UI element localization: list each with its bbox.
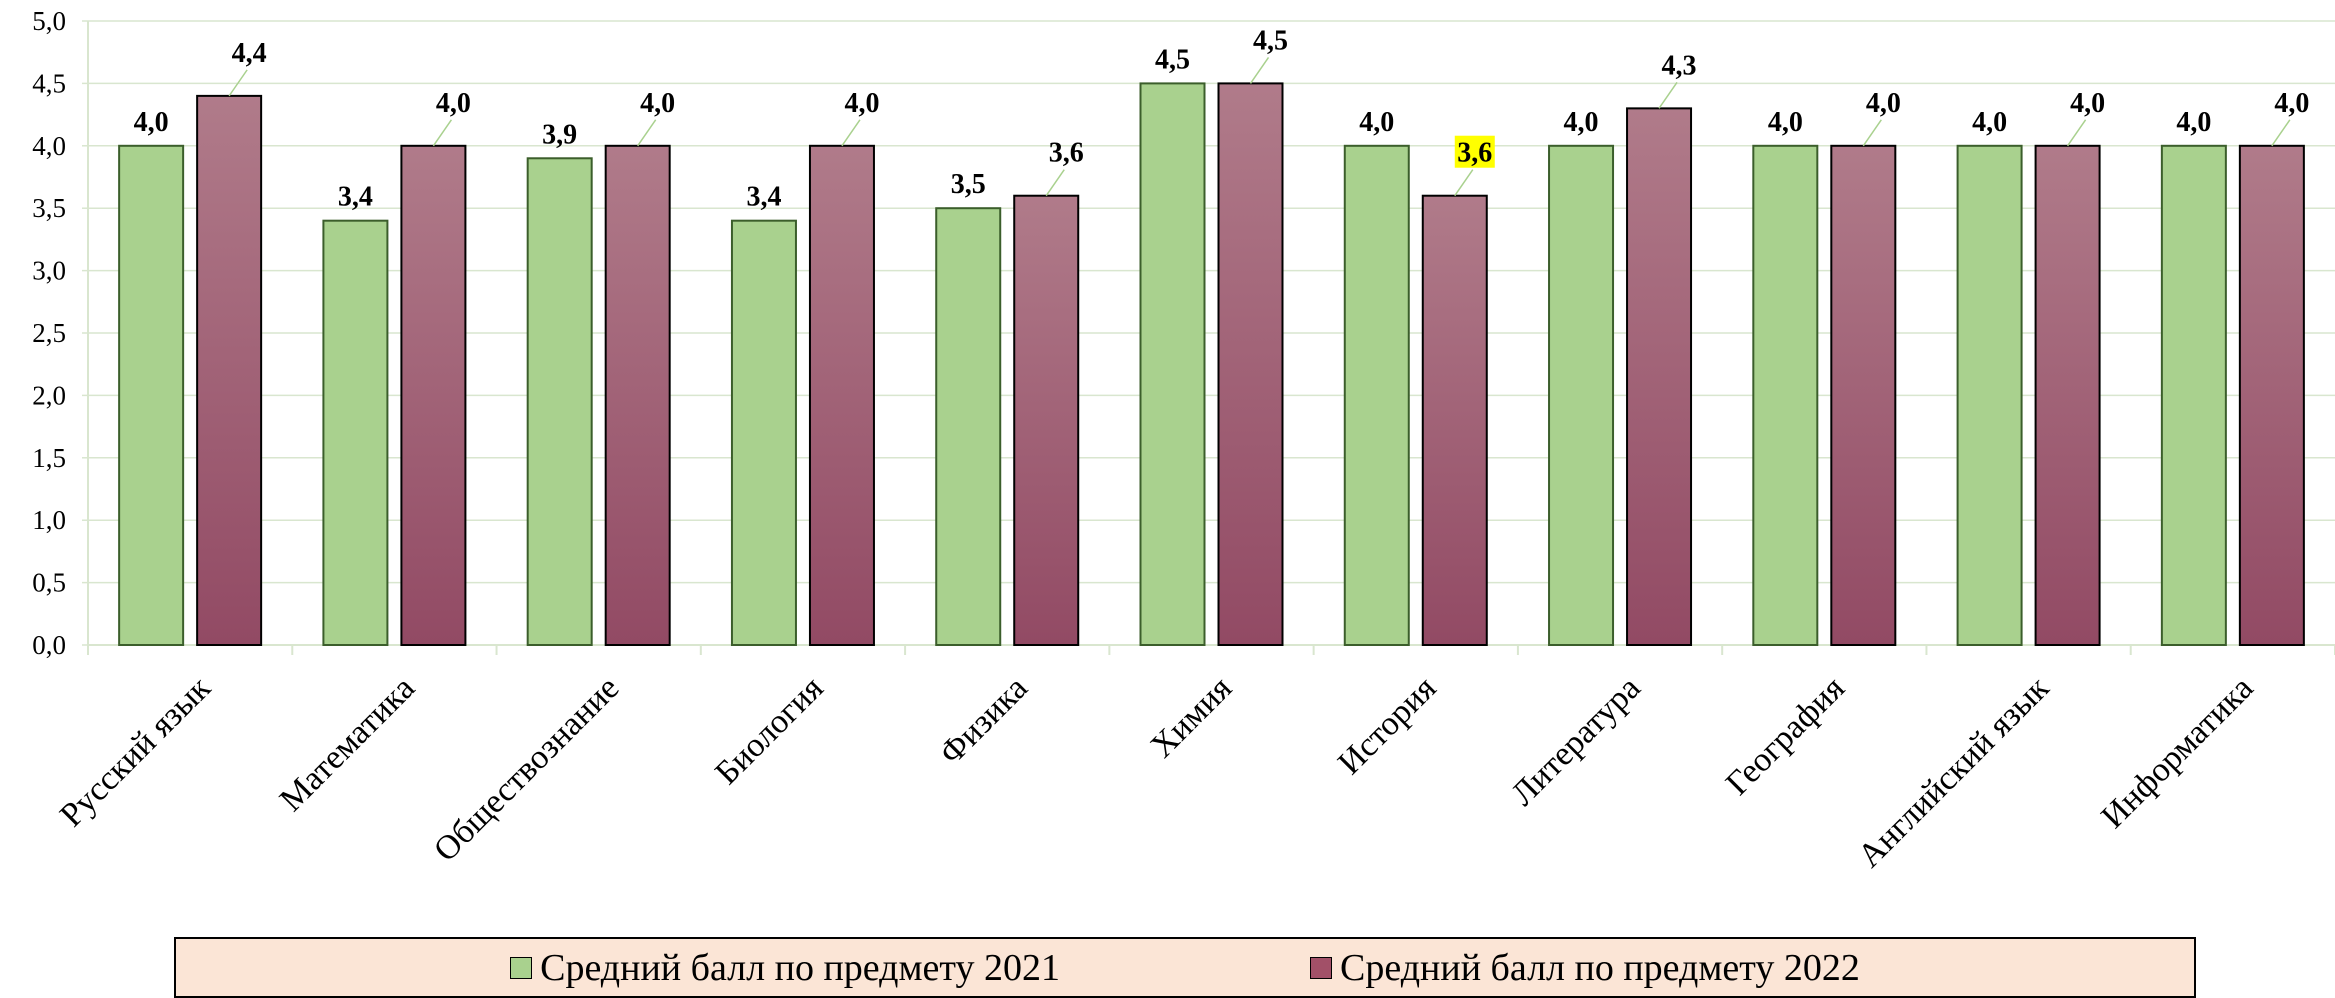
category-label: География bbox=[1719, 669, 1852, 802]
y-tick-label: 0,0 bbox=[32, 630, 66, 660]
legend: Средний балл по предмету 2021 Средний ба… bbox=[174, 937, 2196, 998]
bar-2022 bbox=[604, 144, 671, 647]
data-label-2022: 4,4 bbox=[232, 38, 267, 69]
legend-label-2022: Средний балл по предмету 2022 bbox=[1340, 946, 1860, 989]
legend-label-2021: Средний балл по предмету 2021 bbox=[540, 946, 1060, 989]
label-leader-line bbox=[1045, 169, 1065, 197]
bar-2021 bbox=[322, 219, 389, 646]
bar-2022 bbox=[1013, 194, 1080, 646]
label-leader-line bbox=[432, 119, 453, 147]
y-tick-label: 1,0 bbox=[32, 505, 66, 535]
category-label: Биология bbox=[708, 669, 831, 792]
label-leader-line bbox=[228, 69, 248, 97]
category-label: Английский язык bbox=[1851, 669, 2057, 875]
y-tick-label: 4,5 bbox=[32, 68, 66, 98]
bar-2021 bbox=[118, 144, 185, 647]
data-label-2021: 3,4 bbox=[338, 182, 373, 213]
data-label-2022: 3,6 bbox=[1457, 138, 1492, 169]
data-label-2022: 4,3 bbox=[1662, 50, 1697, 81]
category-label: Математика bbox=[273, 669, 422, 818]
label-leader-line bbox=[1862, 119, 1882, 147]
y-tick-label: 4,0 bbox=[32, 131, 66, 161]
data-label-2022: 4,0 bbox=[640, 88, 675, 119]
data-label-2021: 4,0 bbox=[134, 107, 169, 138]
legend-item-2021: Средний балл по предмету 2021 bbox=[510, 946, 1060, 990]
data-label-2022: 4,0 bbox=[844, 88, 879, 119]
bar-2022 bbox=[1830, 144, 1897, 647]
y-tick-label: 2,0 bbox=[32, 380, 66, 410]
bar-2022 bbox=[2034, 144, 2101, 647]
y-tick-label: 3,5 bbox=[32, 193, 66, 223]
bar-2021 bbox=[1343, 144, 1410, 647]
label-leader-line bbox=[2271, 119, 2291, 147]
data-label-2021: 4,0 bbox=[1564, 107, 1599, 138]
bars bbox=[118, 82, 2305, 647]
data-label-2021: 4,0 bbox=[1359, 107, 1394, 138]
data-label-2021: 4,0 bbox=[1972, 107, 2007, 138]
bar-2022 bbox=[2238, 144, 2305, 647]
y-tick-label: 5,0 bbox=[32, 6, 66, 36]
bar-2022 bbox=[196, 94, 263, 646]
data-label-2022: 3,6 bbox=[1049, 138, 1084, 169]
data-label-2021: 3,4 bbox=[746, 182, 781, 213]
bar-2021 bbox=[1139, 82, 1206, 646]
bar-2022 bbox=[1626, 107, 1693, 647]
label-leader-line bbox=[2066, 119, 2087, 147]
data-label-2022: 4,5 bbox=[1253, 25, 1288, 56]
bar-2022 bbox=[1217, 82, 1284, 646]
category-label: Литература bbox=[1504, 669, 1647, 812]
bar-2021 bbox=[730, 219, 797, 646]
y-tick-label: 2,5 bbox=[32, 318, 66, 348]
axes: 0,0 0,5 1,0 1,5 2,0 2,5 3,0 3,5 4,0 4,5 5,0 bbox=[32, 6, 2335, 660]
data-label-2022: 4,0 bbox=[2274, 88, 2309, 119]
label-leader-line bbox=[637, 119, 657, 147]
bar-chart: 0,0 0,5 1,0 1,5 2,0 2,5 3,0 3,5 4,0 4,5 5,0 4,0 4,4… bbox=[32, 6, 2335, 875]
bar-2022 bbox=[400, 144, 467, 647]
category-label: Информатика bbox=[2094, 669, 2260, 835]
label-highlight bbox=[1454, 135, 1495, 168]
label-leader-line bbox=[841, 119, 861, 147]
category-label: История bbox=[1331, 669, 1444, 782]
label-leader-line bbox=[1454, 169, 1474, 197]
data-label-2021: 4,0 bbox=[1768, 107, 1803, 138]
data-label-2022: 4,0 bbox=[1866, 88, 1901, 119]
legend-swatch-2022 bbox=[1310, 956, 1332, 979]
bar-2021 bbox=[1956, 144, 2023, 647]
category-label: Физика bbox=[933, 669, 1035, 771]
bar-2021 bbox=[526, 157, 593, 646]
bar-2022 bbox=[1421, 194, 1488, 646]
data-label-2021: 3,9 bbox=[542, 119, 577, 150]
data-label-2022: 4,0 bbox=[436, 88, 471, 119]
category-label: Русский язык bbox=[53, 669, 218, 834]
label-leader-line bbox=[1249, 56, 1270, 84]
data-label-2021: 4,0 bbox=[2176, 107, 2211, 138]
category-label: Химия bbox=[1144, 669, 1240, 765]
legend-swatch-2021 bbox=[510, 956, 533, 979]
category-labels: Русский язык Математика Обществознание Биол… bbox=[53, 669, 2260, 875]
bar-2021 bbox=[935, 207, 1002, 646]
data-label-2022: 4,0 bbox=[2070, 88, 2105, 119]
y-tick-label: 1,5 bbox=[32, 443, 66, 473]
data-label-2021: 3,5 bbox=[951, 169, 986, 200]
bar-2021 bbox=[2160, 144, 2227, 647]
label-leader-line bbox=[1658, 81, 1678, 109]
data-label-2021: 4,5 bbox=[1155, 44, 1190, 75]
data-labels: 4,0 4,4 3,4 4,0 3,9 4,0 3,4 4,0 3,5 3,6 4,5 4,5 4,0 3… bbox=[134, 25, 2310, 212]
legend-item-2022: Средний балл по предмету 2022 bbox=[1310, 946, 1860, 990]
bar-2022 bbox=[808, 144, 875, 647]
category-label: Обществознание bbox=[427, 669, 626, 868]
y-tick-label: 3,0 bbox=[32, 256, 66, 286]
y-tick-label: 0,5 bbox=[32, 568, 66, 598]
bar-2021 bbox=[1752, 144, 1819, 647]
bar-2021 bbox=[1548, 144, 1615, 647]
